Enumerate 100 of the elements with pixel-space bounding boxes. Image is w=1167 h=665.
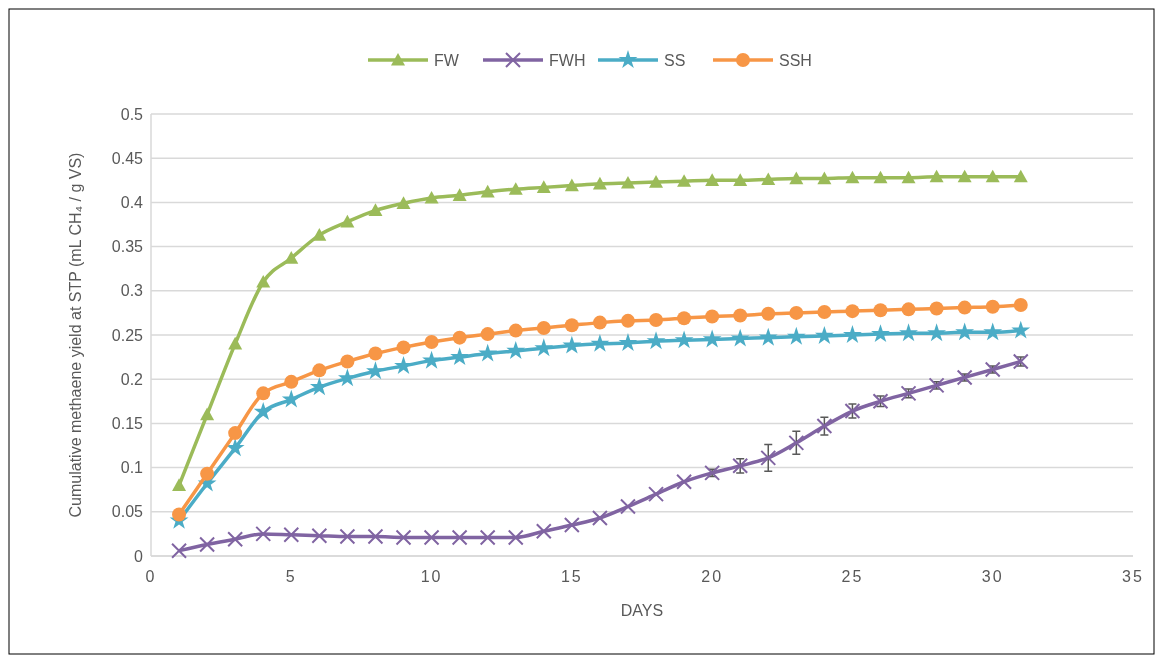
point — [845, 304, 860, 319]
point — [928, 377, 945, 394]
x-tick-label: 30 — [981, 568, 1004, 585]
point — [591, 509, 608, 526]
point — [171, 542, 188, 559]
point — [983, 322, 1003, 341]
point — [337, 368, 357, 387]
point — [646, 331, 666, 350]
point — [340, 354, 355, 369]
point — [845, 170, 860, 184]
point — [732, 457, 749, 474]
point — [228, 426, 243, 441]
legend-label: FW — [434, 51, 460, 69]
x-tick-label: 5 — [285, 568, 297, 585]
point — [871, 324, 890, 343]
point — [789, 305, 804, 320]
point — [200, 407, 215, 421]
point — [705, 309, 720, 324]
y-tick-label: 0.35 — [111, 238, 144, 256]
point — [562, 335, 582, 354]
y-tick-label: 0.3 — [120, 282, 144, 300]
point — [705, 173, 720, 186]
point — [227, 531, 244, 548]
point — [172, 478, 187, 491]
point — [281, 389, 301, 408]
point — [422, 350, 441, 369]
y-tick-label: 0 — [134, 547, 144, 565]
point — [367, 528, 384, 545]
point — [368, 203, 383, 216]
point — [618, 333, 638, 351]
point — [620, 175, 635, 189]
point — [1011, 320, 1031, 339]
point — [395, 529, 412, 546]
y-tick-label: 0.4 — [120, 194, 144, 211]
point — [508, 182, 523, 195]
point — [620, 313, 635, 328]
point — [312, 228, 327, 241]
point — [424, 335, 439, 350]
point — [901, 302, 916, 317]
point — [929, 169, 944, 183]
point — [311, 527, 328, 544]
point — [396, 340, 411, 355]
point — [200, 466, 215, 481]
point — [733, 173, 748, 186]
point — [788, 434, 805, 451]
point — [789, 171, 804, 185]
point — [733, 308, 748, 323]
y-axis-title: Cumulative methaene yield at STP (mL CH₄ / g VS) — [67, 152, 84, 518]
point — [702, 329, 722, 348]
legend-label: FWH — [549, 51, 586, 69]
point — [172, 507, 187, 522]
point — [228, 336, 243, 350]
x-tick-label: 35 — [1122, 568, 1144, 585]
point — [761, 172, 776, 186]
point — [760, 449, 777, 466]
point — [535, 523, 552, 540]
point — [674, 330, 694, 349]
point — [592, 315, 607, 330]
point — [450, 347, 470, 366]
point — [368, 346, 383, 361]
point — [786, 326, 806, 345]
point — [255, 525, 272, 542]
point — [283, 526, 300, 543]
point — [927, 323, 947, 342]
point — [312, 363, 327, 378]
point — [536, 320, 551, 335]
point — [478, 343, 498, 362]
x-tick-label: 10 — [420, 568, 443, 585]
point — [648, 486, 665, 503]
point — [536, 180, 551, 193]
point — [758, 327, 778, 346]
point — [423, 529, 440, 546]
x-tick-label: 15 — [560, 568, 583, 585]
y-tick-label: 0.15 — [111, 415, 144, 432]
point — [704, 464, 721, 481]
point — [814, 325, 834, 344]
point — [479, 529, 496, 546]
point — [649, 312, 664, 327]
legend-label: SS — [664, 51, 686, 69]
point — [564, 318, 579, 333]
point — [424, 190, 439, 204]
point — [1013, 297, 1028, 312]
point — [899, 323, 918, 342]
point — [984, 361, 1001, 378]
point — [507, 529, 524, 546]
point — [957, 300, 972, 315]
point — [985, 299, 1000, 314]
point — [256, 386, 271, 401]
point — [817, 305, 832, 320]
x-tick-label: 20 — [701, 568, 724, 585]
point — [956, 369, 973, 386]
y-tick-label: 0.05 — [111, 503, 144, 521]
point — [339, 528, 356, 545]
x-tick-label: 0 — [145, 568, 157, 585]
point — [506, 341, 526, 359]
point — [676, 473, 693, 490]
point — [534, 338, 554, 357]
point — [619, 498, 636, 515]
point — [985, 169, 1000, 183]
point — [677, 311, 692, 326]
